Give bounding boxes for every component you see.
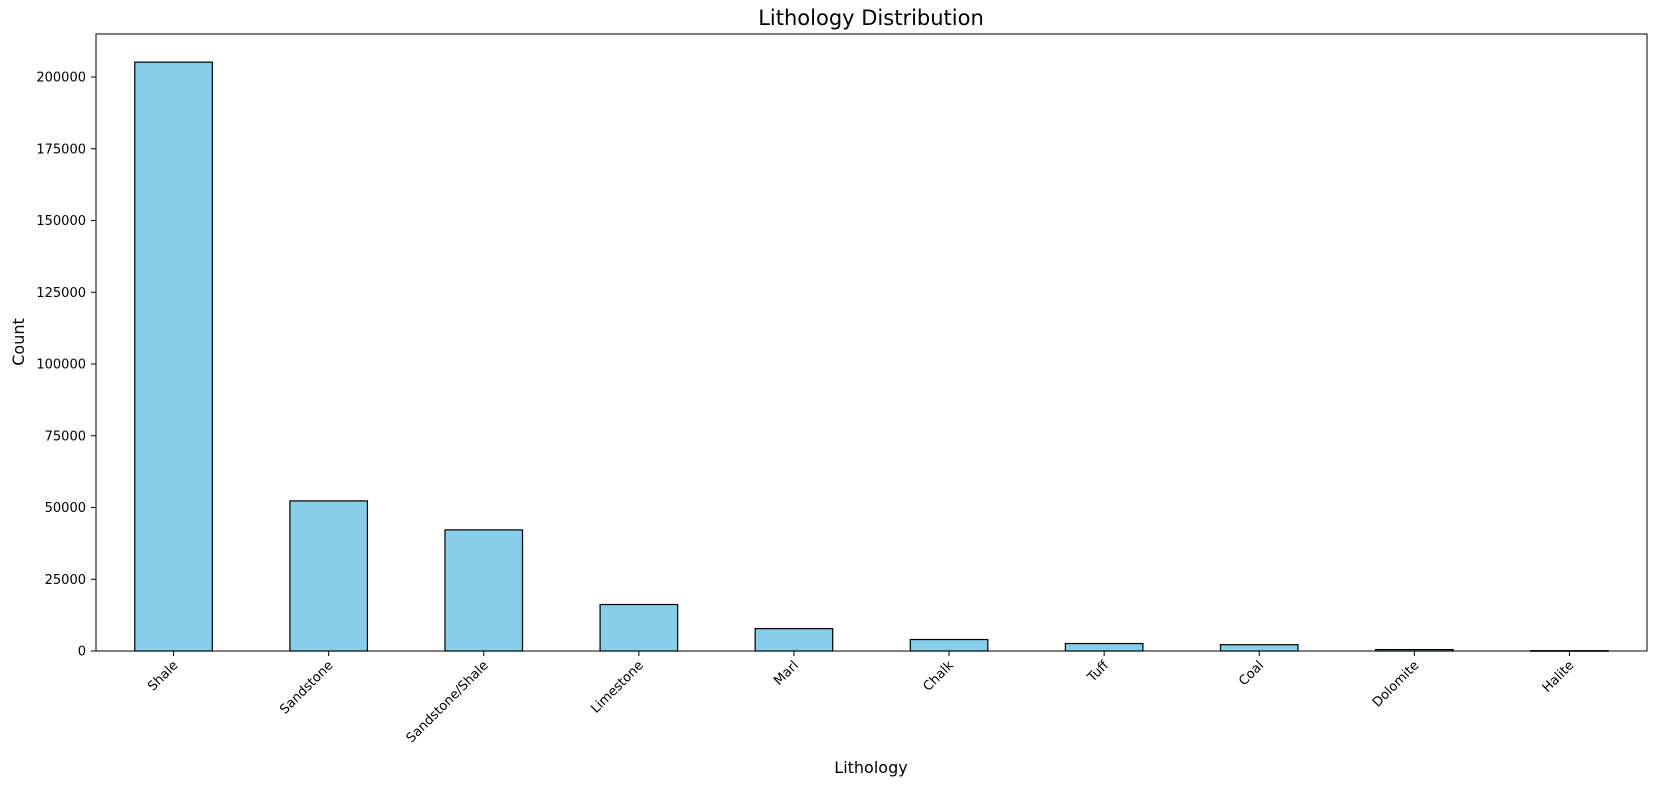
y-axis-title: Count <box>9 318 28 366</box>
chart-title: Lithology Distribution <box>758 6 984 30</box>
x-tick-label-dolomite: Dolomite <box>1370 658 1422 710</box>
bar-shale <box>134 61 213 652</box>
x-tick-label-sandstone: Sandstone <box>277 658 336 717</box>
x-tick-label-shale: Shale <box>145 658 181 694</box>
x-tick-label-tuff: Tuff <box>1084 657 1112 685</box>
y-tick-label: 175000 <box>36 142 86 157</box>
x-tick-label-coal: Coal <box>1236 658 1267 689</box>
bar-sandstone <box>289 500 369 652</box>
bar-limestone <box>599 603 679 652</box>
bar-coal <box>1219 644 1299 652</box>
x-axis: Shale Sandstone Sandstone/Shale Limestone Ma… <box>145 651 1577 746</box>
y-tick-label: 25000 <box>45 573 86 588</box>
x-tick-label-chalk: Chalk <box>921 658 958 695</box>
y-tick-label: 100000 <box>36 358 86 373</box>
bar-sandstone-shale <box>444 529 524 652</box>
x-tick-label-limestone: Limestone <box>588 658 646 716</box>
x-axis-title: Lithology <box>834 758 907 777</box>
y-axis: 0 25000 50000 75000 100000 125000 150000 175000… <box>36 71 96 660</box>
y-tick-label: 150000 <box>36 214 86 229</box>
y-tick-label: 125000 <box>36 286 86 301</box>
y-tick-label: 0 <box>78 645 86 660</box>
x-tick-label-halite: Halite <box>1540 658 1578 696</box>
y-tick-label: 50000 <box>45 501 86 516</box>
y-tick-label: 200000 <box>36 71 86 86</box>
y-tick-label: 75000 <box>45 429 86 444</box>
x-tick-label-sandstone-shale: Sandstone/Shale <box>404 658 492 746</box>
bar-chalk <box>909 638 989 652</box>
bars-layer <box>134 61 1609 652</box>
bar-marl <box>754 628 834 652</box>
x-tick-label-marl: Marl <box>771 658 802 689</box>
plot-frame <box>95 33 1648 652</box>
bar-tuff <box>1064 642 1144 652</box>
